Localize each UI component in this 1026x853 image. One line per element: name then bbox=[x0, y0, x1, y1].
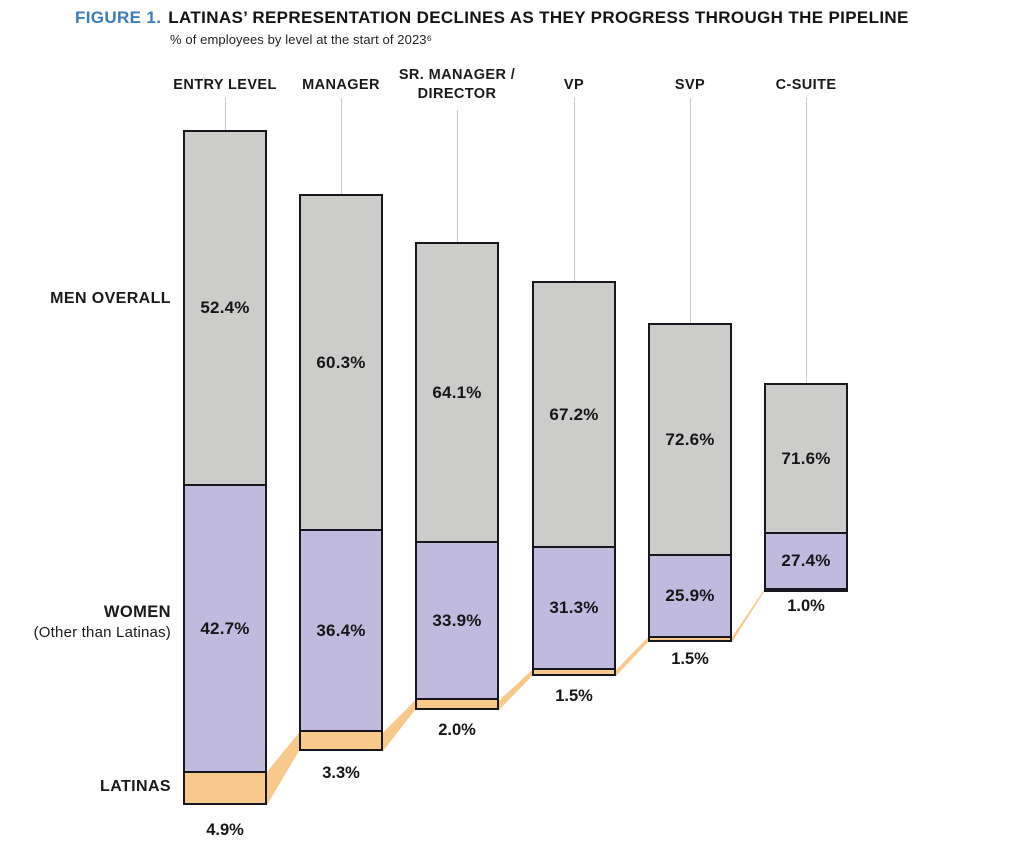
header-guide-line bbox=[574, 98, 575, 281]
value-label-latinas: 1.5% bbox=[671, 650, 709, 668]
bar-vp: 67.2% 31.3% bbox=[532, 281, 616, 676]
value-label-women: 27.4% bbox=[781, 551, 831, 570]
header-guide-line bbox=[225, 98, 226, 130]
segment-latinas bbox=[534, 668, 614, 674]
column-header-vp: VP bbox=[563, 76, 585, 93]
value-label-latinas: 2.0% bbox=[438, 721, 476, 739]
segment-women: 25.9% bbox=[650, 554, 730, 636]
value-label-latinas: 1.5% bbox=[555, 687, 593, 705]
value-label-men: 64.1% bbox=[432, 382, 482, 402]
latinas-flow-connector bbox=[732, 589, 764, 642]
value-label-men: 52.4% bbox=[200, 298, 250, 317]
segment-men: 71.6% bbox=[766, 385, 846, 532]
value-label-men: 60.3% bbox=[316, 352, 366, 372]
segment-latinas bbox=[766, 588, 846, 590]
segment-men: 52.4% bbox=[185, 132, 265, 484]
column-header-c-suite: C-SUITE bbox=[775, 76, 837, 93]
row-label-women-line1: WOMEN bbox=[103, 603, 171, 621]
value-label-latinas: 3.3% bbox=[322, 764, 360, 782]
segment-men: 64.1% bbox=[417, 244, 497, 541]
value-label-women: 42.7% bbox=[200, 618, 250, 638]
column-header-svp: SVP bbox=[674, 76, 706, 93]
column-header-manager: MANAGER bbox=[302, 76, 380, 93]
segment-men: 60.3% bbox=[301, 196, 381, 529]
value-label-latinas: 1.0% bbox=[787, 597, 825, 615]
header-guide-line bbox=[341, 98, 342, 194]
segment-women: 27.4% bbox=[766, 532, 846, 588]
bar-svp: 72.6% 25.9% bbox=[648, 323, 732, 642]
segment-women: 36.4% bbox=[301, 529, 381, 730]
segment-latinas bbox=[417, 698, 497, 708]
header-guide-line bbox=[457, 110, 458, 242]
value-label-women: 33.9% bbox=[432, 610, 482, 630]
header-guide-line bbox=[690, 98, 691, 323]
segment-latinas bbox=[301, 730, 381, 749]
value-label-men: 67.2% bbox=[549, 404, 599, 424]
row-label-men: MEN OVERALL bbox=[50, 290, 171, 307]
column-header-entry-level: ENTRY LEVEL bbox=[173, 76, 277, 93]
row-label-women: WOMEN (Other than Latinas) bbox=[34, 603, 171, 641]
bar-entry-level: 52.4% 42.7% bbox=[183, 130, 267, 805]
header-guide-line bbox=[806, 98, 807, 383]
segment-men: 67.2% bbox=[534, 283, 614, 546]
latinas-flow-connector bbox=[383, 700, 415, 751]
latinas-flow-connector bbox=[499, 670, 532, 710]
value-label-women: 25.9% bbox=[665, 586, 715, 605]
row-label-women-line2: (Other than Latinas) bbox=[33, 624, 171, 641]
figure-title-row: FIGURE 1. LATINAS’ REPRESENTATION DECLIN… bbox=[75, 8, 909, 28]
segment-men: 72.6% bbox=[650, 325, 730, 554]
value-label-women: 31.3% bbox=[549, 598, 599, 617]
value-label-latinas: 4.9% bbox=[206, 821, 244, 839]
segment-latinas bbox=[650, 636, 730, 640]
bar-sr-manager-director: 64.1% 33.9% bbox=[415, 242, 499, 710]
figure-label: FIGURE 1. bbox=[75, 8, 162, 27]
segment-women: 42.7% bbox=[185, 484, 265, 771]
bar-manager: 60.3% 36.4% bbox=[299, 194, 383, 751]
bar-c-suite: 71.6% 27.4% bbox=[764, 383, 848, 592]
value-label-men: 72.6% bbox=[665, 429, 715, 449]
row-label-latinas: LATINAS bbox=[100, 778, 171, 795]
latinas-flow-connector bbox=[267, 732, 299, 805]
segment-latinas bbox=[185, 771, 265, 803]
segment-women: 31.3% bbox=[534, 546, 614, 668]
segment-women: 33.9% bbox=[417, 541, 497, 698]
value-label-men: 71.6% bbox=[781, 448, 831, 468]
column-header-sr-manager-director: SR. MANAGER / DIRECTOR bbox=[398, 67, 516, 102]
figure-title: LATINAS’ REPRESENTATION DECLINES AS THEY… bbox=[168, 8, 909, 27]
figure-subtitle: % of employees by level at the start of … bbox=[170, 32, 433, 47]
latinas-flow-connector bbox=[616, 637, 648, 676]
value-label-women: 36.4% bbox=[316, 620, 366, 640]
